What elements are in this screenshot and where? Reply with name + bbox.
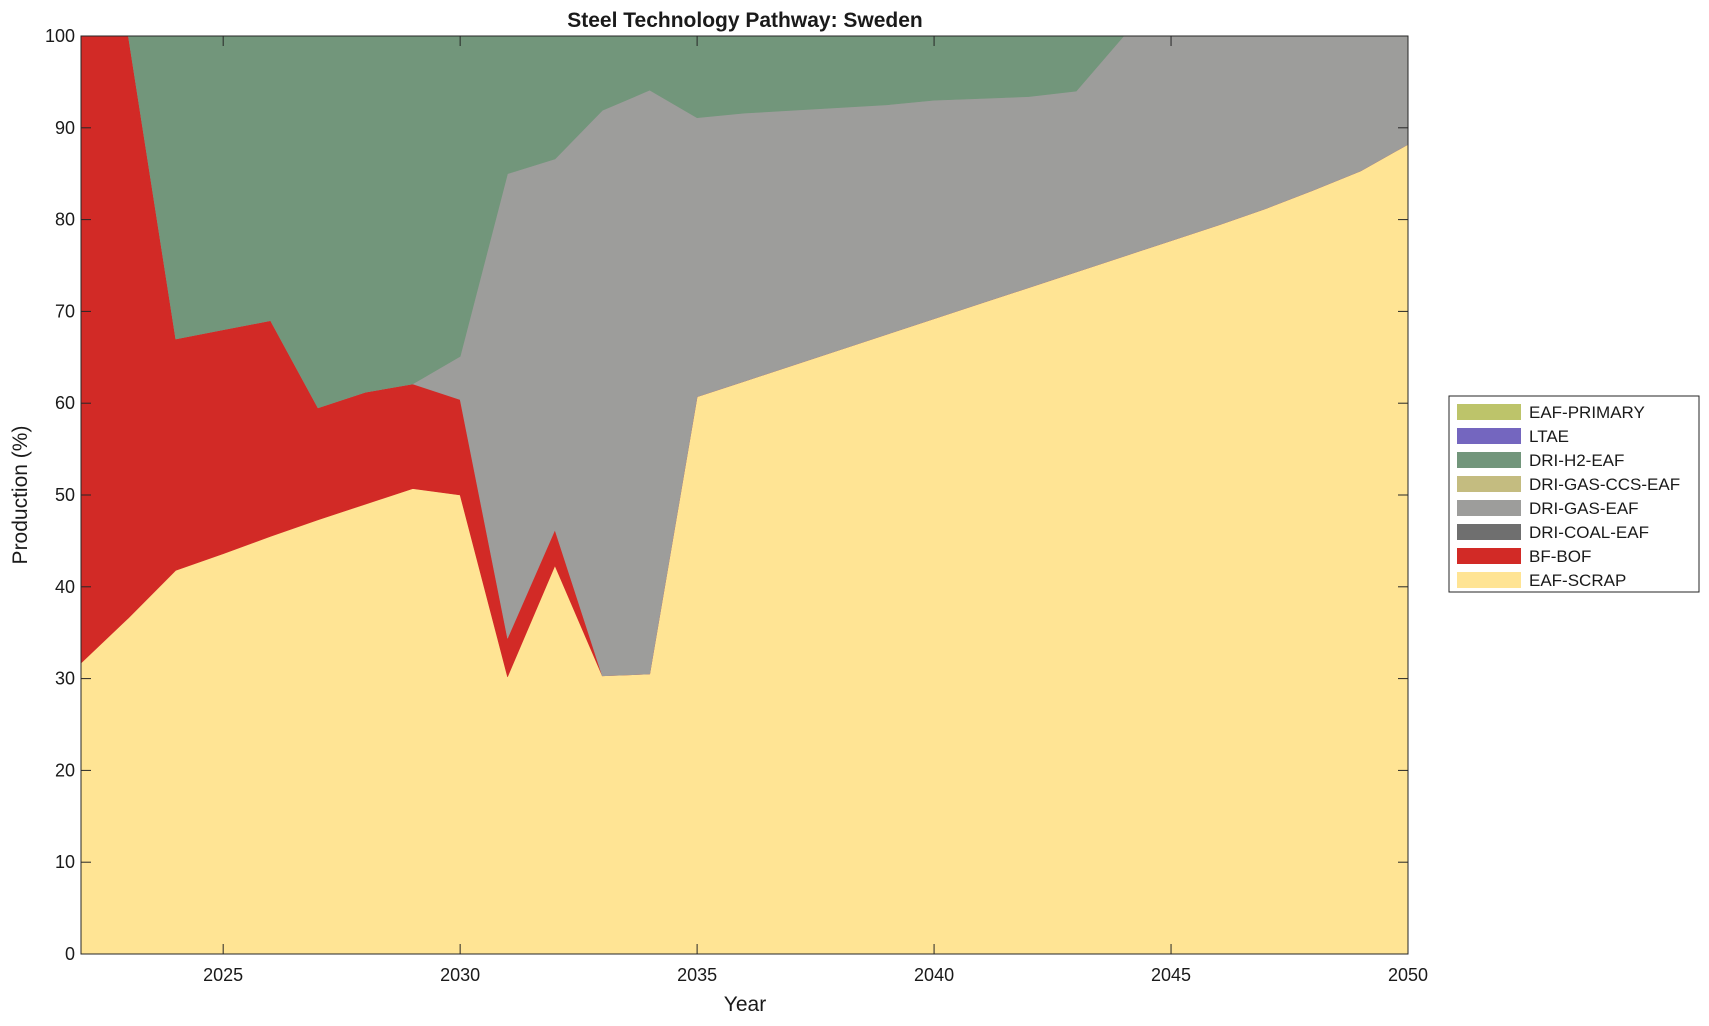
area-series-group (80, 35, 1409, 955)
legend-swatch-ltae (1457, 428, 1521, 444)
y-tick-label: 40 (55, 577, 75, 597)
legend-swatch-dri-gas-ccs-eaf (1457, 476, 1521, 492)
y-tick-label: 80 (55, 210, 75, 230)
x-tick-label: 2045 (1151, 965, 1191, 985)
legend-label-bf-bof: BF-BOF (1529, 547, 1591, 566)
y-tick-label: 0 (65, 944, 75, 964)
legend-label-dri-coal-eaf: DRI-COAL-EAF (1529, 523, 1649, 542)
legend-swatch-eaf-primary (1457, 404, 1521, 420)
y-tick-label: 10 (55, 852, 75, 872)
y-tick-label: 90 (55, 118, 75, 138)
legend-label-eaf-scrap: EAF-SCRAP (1529, 571, 1626, 590)
x-tick-label: 2040 (914, 965, 954, 985)
y-tick-label: 50 (55, 485, 75, 505)
legend-swatch-dri-coal-eaf (1457, 524, 1521, 540)
y-tick-label: 20 (55, 760, 75, 780)
x-tick-label: 2050 (1388, 965, 1428, 985)
legend-label-dri-gas-ccs-eaf: DRI-GAS-CCS-EAF (1529, 475, 1680, 494)
chart-title: Steel Technology Pathway: Sweden (567, 9, 923, 32)
y-tick-label: 100 (45, 26, 75, 46)
legend-swatch-eaf-scrap (1457, 572, 1521, 588)
x-tick-label: 2025 (203, 965, 243, 985)
legend-swatch-dri-h2-eaf (1457, 452, 1521, 468)
axis-ticks-group: 2025 2030 2035 2040 2045 20500102030405060708… (45, 26, 1428, 985)
legend-label-dri-h2-eaf: DRI-H2-EAF (1529, 451, 1624, 470)
x-tick-label: 2030 (440, 965, 480, 985)
legend-swatch-dri-gas-eaf (1457, 500, 1521, 516)
legend-label-dri-gas-eaf: DRI-GAS-EAF (1529, 499, 1639, 518)
legend-label-eaf-primary: EAF-PRIMARY (1529, 403, 1645, 422)
legend-swatch-bf-bof (1457, 548, 1521, 564)
y-axis-label: Production (%) (9, 426, 32, 565)
y-tick-label: 70 (55, 301, 75, 321)
x-axis-label: Year (724, 993, 766, 1016)
y-tick-label: 60 (55, 393, 75, 413)
x-tick-label: 2035 (677, 965, 717, 985)
legend: EAF-PRIMARY LTAE DRI-H2-EAF DRI-GAS-CCS-EAF… (1448, 395, 1700, 593)
y-tick-label: 30 (55, 669, 75, 689)
legend-label-ltae: LTAE (1529, 427, 1569, 446)
